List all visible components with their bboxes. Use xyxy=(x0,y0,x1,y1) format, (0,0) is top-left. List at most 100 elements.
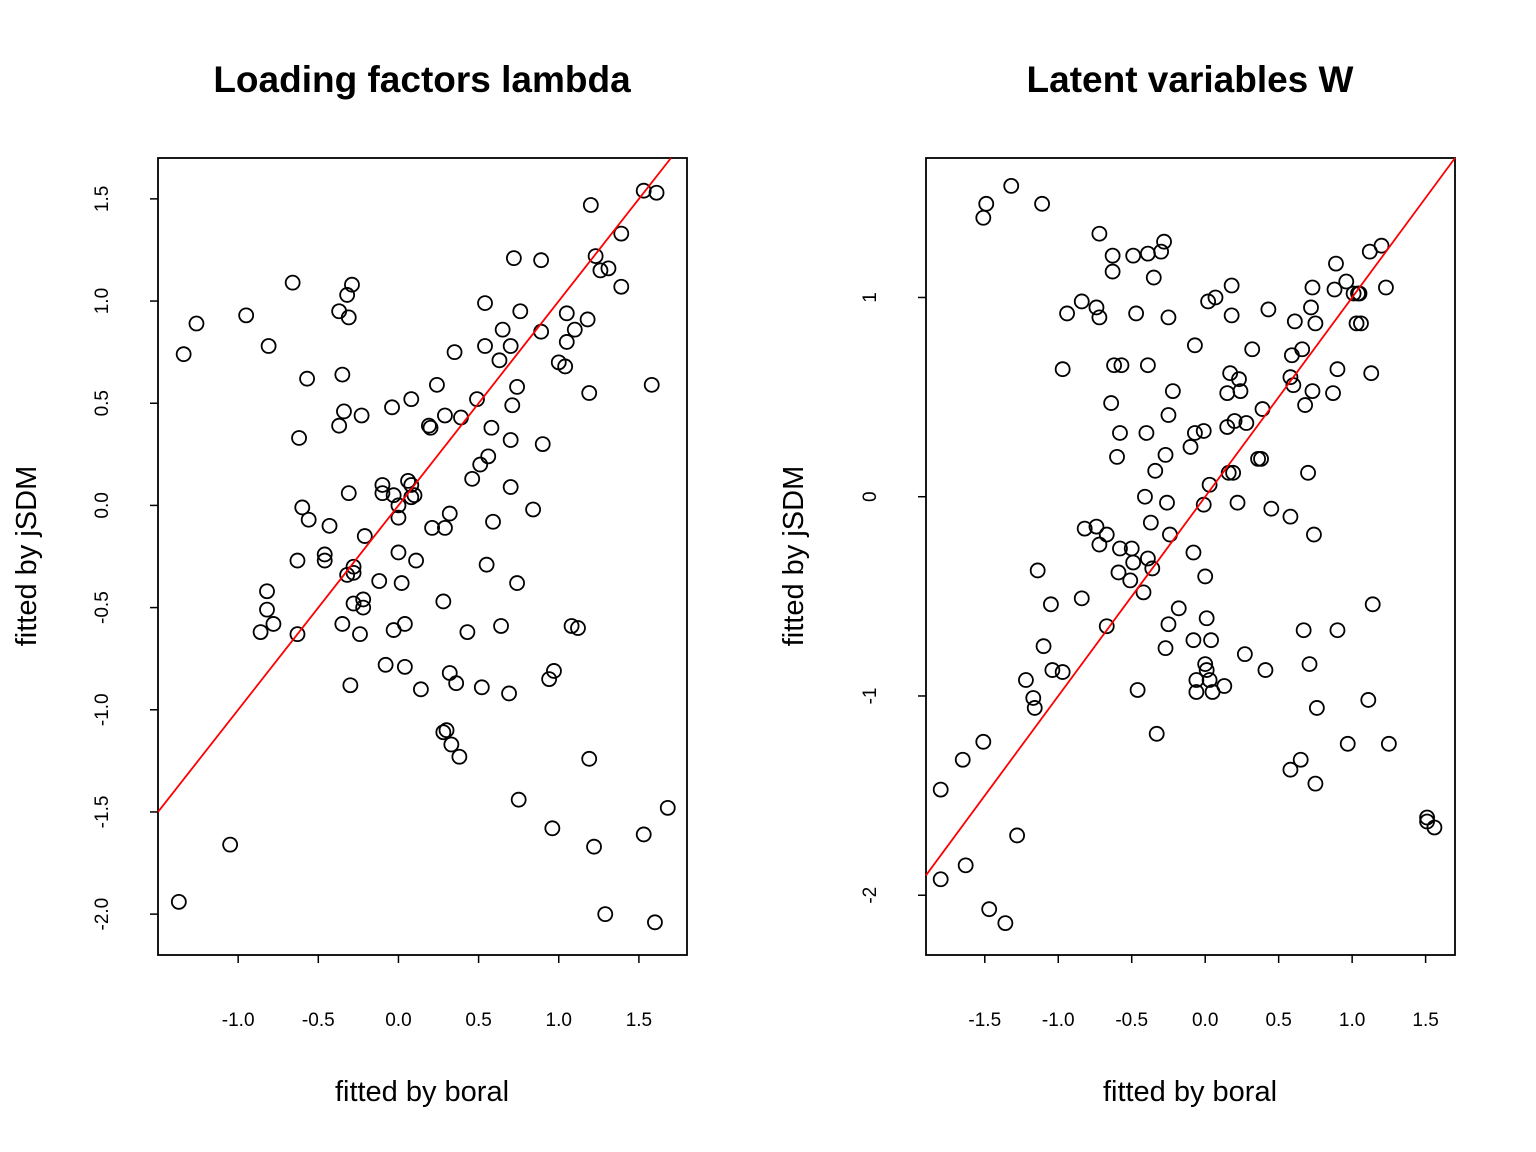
scatter-point xyxy=(321,517,338,534)
scatter-point xyxy=(1073,293,1090,310)
scatter-point xyxy=(1329,622,1346,639)
scatter-point xyxy=(1197,656,1214,672)
scatter-point xyxy=(592,262,609,279)
scatter-point xyxy=(316,552,333,569)
scatter-point xyxy=(1360,692,1377,708)
scatter-point xyxy=(1076,520,1093,537)
scatter-point xyxy=(289,552,306,569)
scatter-point xyxy=(981,901,998,918)
scatter-point xyxy=(1142,514,1159,531)
plot-frame xyxy=(925,157,1456,956)
scatter-point xyxy=(932,781,949,798)
scatter-point xyxy=(1300,464,1316,481)
scatter-point xyxy=(1145,269,1162,286)
scatter-point xyxy=(1139,357,1156,374)
scatter-point xyxy=(512,303,529,320)
y-tick-label: -1 xyxy=(860,688,881,705)
scatter-point xyxy=(1157,640,1174,657)
x-tick-label: 1.0 xyxy=(546,1010,572,1031)
scatter-point xyxy=(504,397,521,414)
scatter-point xyxy=(1294,341,1311,358)
scatter-point xyxy=(1026,700,1043,716)
reference-line xyxy=(925,157,1456,876)
scatter-point xyxy=(582,197,599,213)
scatter-point xyxy=(289,626,306,643)
x-tick-label: 1.0 xyxy=(1339,1010,1365,1031)
scatter-point xyxy=(1297,397,1314,413)
scatter-point xyxy=(422,419,439,436)
scatter-point xyxy=(443,736,460,753)
scatter-point xyxy=(1147,462,1164,479)
x-tick-label: 0.0 xyxy=(385,1010,411,1031)
scatter-point xyxy=(441,505,458,522)
scatter-point xyxy=(1226,413,1243,429)
scatter-point xyxy=(260,338,277,354)
scatter-point xyxy=(485,513,501,530)
scatter-point xyxy=(1188,684,1205,700)
reference-line-group xyxy=(925,157,1456,876)
scatter-point xyxy=(478,556,495,573)
scatter-point xyxy=(566,321,583,338)
scatter-point xyxy=(300,511,317,528)
scatter-point xyxy=(659,799,676,816)
scatter-point xyxy=(1195,423,1212,439)
x-axis-label: fitted by boral xyxy=(335,1076,509,1108)
y-axis-label: fitted by jSDM xyxy=(11,466,43,647)
x-tick-label: -0.5 xyxy=(302,1010,335,1031)
scatter-point xyxy=(421,417,437,434)
scatter-point xyxy=(464,470,481,487)
scatter-point xyxy=(1244,341,1261,358)
scatter-point xyxy=(1198,662,1215,678)
scatter-point xyxy=(544,820,561,837)
scatter-point xyxy=(1164,383,1181,400)
scatter-point xyxy=(1182,439,1199,455)
y-axis: -2 -1 0 1 xyxy=(860,292,926,904)
scatter-point xyxy=(1380,735,1397,752)
scatter-point xyxy=(1129,682,1146,698)
scatter-point xyxy=(1225,464,1242,481)
scatter-point xyxy=(374,477,391,493)
scatter-point xyxy=(1098,526,1115,543)
scatter-point xyxy=(345,595,362,612)
scatter-point xyxy=(1170,600,1187,617)
scatter-point xyxy=(316,546,333,563)
scatter-point xyxy=(377,656,394,673)
y-tick-label: -1.5 xyxy=(92,796,113,829)
scatter-point xyxy=(1157,446,1174,463)
scatter-point xyxy=(957,857,974,874)
scatter-point xyxy=(493,618,509,634)
scatter-point xyxy=(344,276,360,293)
scatter-point xyxy=(1353,315,1369,332)
x-axis: -1.5 -1.0 -0.5 0.0 0.5 1.0 1.5 xyxy=(968,955,1439,1031)
x-axis: -1.0 -0.5 0.0 0.5 1.0 1.5 xyxy=(222,955,652,1031)
scatter-point xyxy=(1185,544,1202,561)
scatter-point xyxy=(643,376,660,393)
scatter-point xyxy=(403,391,420,408)
scatter-point xyxy=(1236,646,1253,663)
scatter-point xyxy=(1153,243,1170,260)
scatter-point xyxy=(1348,315,1365,332)
scatter-point xyxy=(1054,361,1071,378)
scatter-point xyxy=(1156,233,1172,250)
scatter-point xyxy=(635,826,652,843)
y-tick-label: 1 xyxy=(860,292,881,303)
scatter-point xyxy=(954,751,971,768)
scatter-point xyxy=(1103,395,1120,411)
y-tick-label: 0.5 xyxy=(92,390,113,416)
scatter-point xyxy=(1207,289,1224,306)
scatter-point xyxy=(480,448,497,465)
scatter-point xyxy=(1034,195,1050,212)
scatter-point xyxy=(1307,775,1324,792)
scatter-point xyxy=(1339,735,1356,752)
scatter-point xyxy=(294,499,311,516)
x-tick-label: -0.5 xyxy=(1115,1010,1148,1031)
scatter-point xyxy=(459,624,476,641)
scatter-point xyxy=(579,311,596,328)
panel-loading-factors: Loading factors lambda fitted by boral f… xyxy=(11,59,688,1108)
scatter-point xyxy=(494,321,511,338)
scatter-point xyxy=(291,430,307,446)
scatter-point xyxy=(1109,448,1125,465)
x-tick-label: -1.0 xyxy=(222,1010,255,1031)
scatter-point xyxy=(510,791,527,808)
scatter-point xyxy=(525,501,542,518)
